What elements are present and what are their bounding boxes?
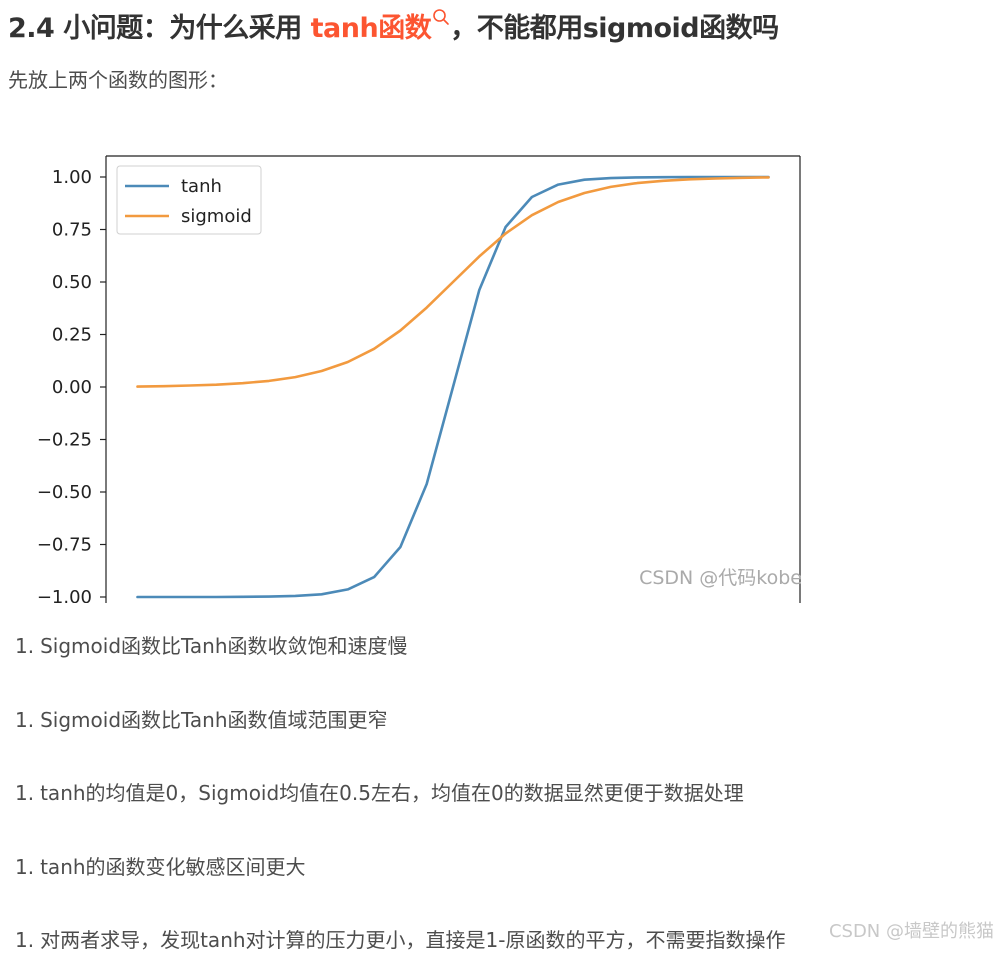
keyword-link[interactable]: tanh函数	[310, 9, 451, 44]
y-tick-label: 0.75	[52, 220, 92, 241]
series-line-sigmoid	[136, 176, 770, 388]
chart-watermark: CSDN @代码kobe	[639, 567, 802, 589]
y-tick-label: 0.00	[52, 377, 92, 398]
page-watermark: CSDN @墙壁的熊猫	[828, 921, 994, 942]
point-item: 1. Sigmoid函数比Tanh函数收敛饱和速度慢	[15, 630, 408, 659]
point-item: 1. tanh的函数变化敏感区间更大	[15, 851, 306, 880]
heading-prefix: 2.4 小问题：为什么采用	[8, 13, 311, 44]
point-number: 1.	[15, 634, 35, 658]
point-item: 1. tanh的均值是0，Sigmoid均值在0.5左右，均值在0的数据显然更便于…	[15, 777, 744, 806]
chart-svg: 1.00 0.75 0.50 0.25 0.00 −0.25 −0.50 −0.75 −1.00…	[37, 155, 802, 603]
search-icon	[432, 2, 450, 33]
keyword-text: tanh函数	[310, 13, 432, 44]
point-number: 1.	[15, 708, 35, 732]
legend-label: sigmoid	[181, 206, 252, 227]
y-tick-label: −0.25	[37, 430, 92, 451]
y-tick-label: −0.50	[37, 482, 92, 503]
y-tick-label: 0.25	[52, 325, 92, 346]
chart-figure: 1.00 0.75 0.50 0.25 0.00 −0.25 −0.50 −0.75 −1.00…	[18, 148, 804, 603]
point-item: 1. 对两者求导，发现tanh对计算的压力更小，直接是1-原函数的平方，不需要指数…	[15, 924, 785, 953]
series-line-tanh	[136, 175, 770, 599]
intro-text: 先放上两个函数的图形：	[8, 68, 228, 92]
y-tick-label: −0.75	[37, 535, 92, 556]
point-text: Sigmoid函数比Tanh函数收敛饱和速度慢	[40, 634, 408, 658]
point-text: tanh的均值是0，Sigmoid均值在0.5左右，均值在0的数据显然更便于数据…	[40, 781, 744, 805]
point-text: 对两者求导，发现tanh对计算的压力更小，直接是1-原函数的平方，不需要指数操作	[40, 928, 786, 952]
point-item: 1. Sigmoid函数比Tanh函数值域范围更窄	[15, 704, 388, 733]
point-text: tanh的函数变化敏感区间更大	[40, 855, 306, 879]
section-heading: 2.4 小问题：为什么采用 tanh函数 ，不能都用sigmoid函数吗	[8, 6, 779, 45]
y-tick-label: 1.00	[52, 167, 92, 188]
point-text: Sigmoid函数比Tanh函数值域范围更窄	[40, 708, 388, 732]
heading-suffix: ，不能都用sigmoid函数吗	[450, 13, 779, 44]
legend-label: tanh	[181, 176, 222, 197]
point-number: 1.	[15, 855, 35, 879]
point-number: 1.	[15, 781, 35, 805]
y-tick-label: 0.50	[52, 272, 92, 293]
y-tick-label: −1.00	[37, 587, 92, 603]
point-number: 1.	[15, 928, 35, 952]
